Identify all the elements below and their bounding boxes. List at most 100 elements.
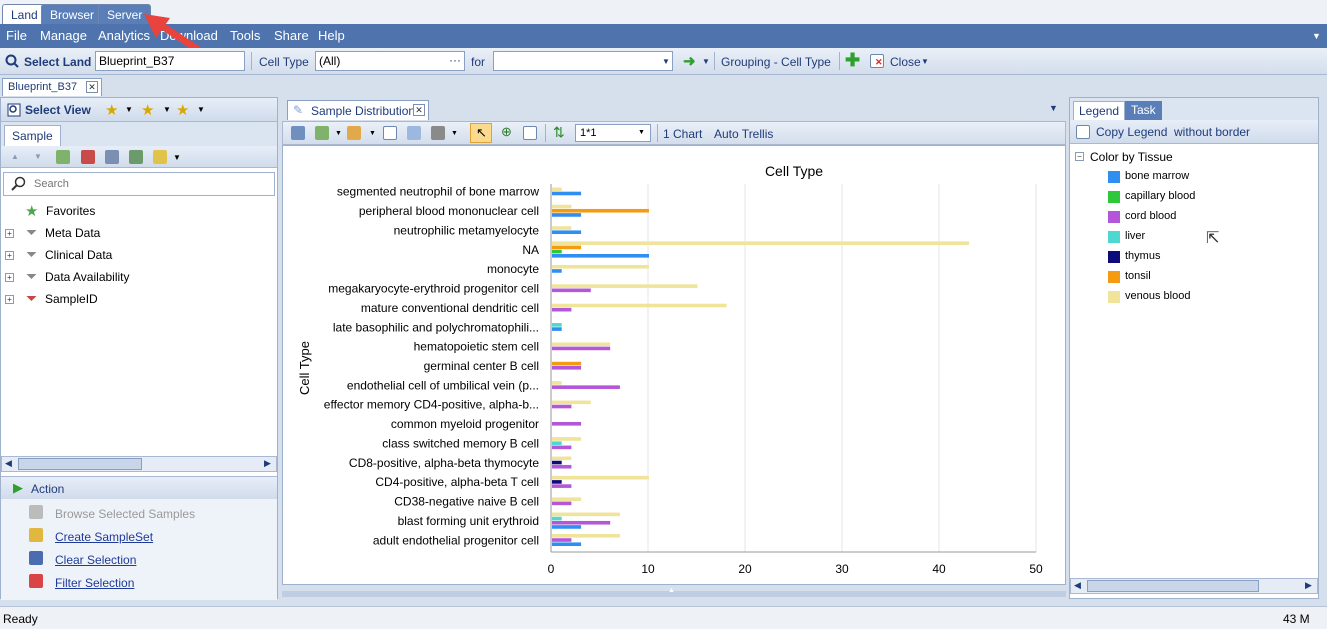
move-down-icon[interactable]: ▼ — [34, 152, 42, 161]
expand-icon[interactable]: + — [5, 251, 14, 260]
go-arrow-icon[interactable]: ➜ — [683, 53, 696, 70]
delete-icon[interactable] — [81, 150, 95, 164]
celltype-input[interactable] — [315, 51, 465, 71]
scroll-thumb[interactable] — [18, 458, 142, 470]
sample-distribution-tab[interactable]: ✎ Sample Distribution — [287, 100, 429, 120]
for-input[interactable] — [493, 51, 673, 71]
menu-manage[interactable]: Manage — [40, 28, 87, 43]
chart-image-icon[interactable] — [347, 126, 361, 140]
right-horizontal-scrollbar[interactable]: ◀ ▶ — [1070, 578, 1318, 594]
bar-chart[interactable]: Cell Type Cell Type 0 10 20 30 40 50 segmented n… — [283, 146, 1065, 584]
paste-icon[interactable] — [407, 126, 421, 140]
image-chevron-icon[interactable]: ▼ — [369, 130, 376, 137]
go-dropdown-chevron-icon[interactable]: ▼ — [702, 57, 710, 66]
top-tab-browser[interactable]: Browser — [41, 4, 104, 24]
clear-selection-link[interactable]: Clear Selection — [55, 553, 137, 567]
search-box — [3, 172, 275, 196]
legend-tab[interactable]: Legend — [1073, 101, 1126, 120]
pointer-tool-icon[interactable] — [470, 123, 492, 143]
legend-swatch — [1108, 191, 1120, 203]
expand-icon[interactable]: + — [5, 273, 14, 282]
trellis-chevron-icon[interactable]: ▼ — [638, 129, 645, 136]
menubar-chevron-down-icon[interactable]: ▼ — [1312, 31, 1321, 41]
copy-legend-button[interactable]: Copy Legend — [1096, 125, 1168, 139]
list-icon[interactable] — [105, 150, 119, 164]
create-sampleset-link[interactable]: Create SampleSet — [55, 530, 154, 544]
bar — [552, 422, 582, 426]
celltype-label: Cell Type — [259, 55, 309, 69]
for-dropdown-chevron-icon[interactable]: ▼ — [662, 57, 670, 66]
add-plus-icon[interactable]: ✚ — [845, 50, 861, 70]
add-favorite-star-icon[interactable]: ★ — [105, 102, 119, 119]
settings-icon[interactable] — [153, 150, 167, 164]
export-chevron-icon[interactable]: ▼ — [335, 130, 342, 137]
bar — [552, 288, 591, 293]
bar — [552, 381, 562, 385]
filter-selection-link[interactable]: Filter Selection — [55, 576, 135, 590]
favorite-star-icon[interactable]: ★ — [176, 102, 190, 119]
collapse-icon[interactable]: − — [1075, 152, 1084, 161]
expand-icon[interactable]: + — [5, 229, 14, 238]
print-chevron-icon[interactable]: ▼ — [451, 130, 458, 137]
close-dropdown-chevron-icon[interactable]: ▼ — [921, 57, 929, 66]
legend-label: tonsil — [1125, 270, 1151, 282]
without-border-toggle[interactable]: without border — [1174, 125, 1251, 139]
select-view-label[interactable]: Select View — [25, 103, 91, 117]
land-input[interactable] — [95, 51, 245, 71]
menu-tools[interactable]: Tools — [230, 28, 261, 43]
auto-trellis-button[interactable]: Auto Trellis — [714, 127, 774, 141]
swap-axes-icon[interactable]: ⇅ — [553, 124, 565, 140]
browse-selected-samples-link[interactable]: Browse Selected Samples — [55, 507, 196, 521]
close-x-icon: ✕ — [875, 57, 883, 67]
favorite-chevron-icon[interactable]: ▼ — [197, 105, 205, 114]
center-splitter[interactable]: ▲ — [282, 587, 1066, 597]
legend-swatch — [1108, 211, 1120, 223]
scroll-right-icon[interactable]: ▶ — [264, 458, 271, 468]
close-button[interactable]: Close — [890, 55, 921, 69]
chart-type-icon[interactable] — [291, 126, 305, 140]
one-chart-button[interactable]: 1 Chart — [663, 127, 703, 141]
view-magnifier-icon — [7, 103, 21, 117]
tools-chevron-icon[interactable]: ▼ — [173, 153, 181, 162]
copy-icon[interactable] — [383, 126, 397, 140]
chart-export-icon[interactable] — [315, 126, 329, 140]
bar — [552, 245, 582, 250]
refresh-icon[interactable] — [56, 150, 70, 164]
action-header[interactable]: ▶ Action — [1, 477, 277, 499]
top-tab-server[interactable]: Server — [98, 4, 152, 24]
scroll-left-icon[interactable]: ◀ — [5, 458, 12, 468]
x-tick-label: 10 — [641, 562, 655, 576]
filter-funnel-icon: ⏷ — [26, 224, 38, 240]
export-icon[interactable] — [129, 150, 143, 164]
celltype-ellipsis-button[interactable]: ··· — [449, 53, 461, 67]
expand-icon[interactable]: + — [5, 295, 14, 304]
close-doc-icon[interactable] — [870, 54, 884, 68]
trellis-size-select[interactable] — [575, 124, 651, 142]
top-tab-land[interactable]: Land — [2, 4, 47, 24]
remove-favorite-star-icon[interactable]: ★ — [141, 102, 155, 119]
doc-tab-label: Blueprint_B37 — [8, 81, 78, 93]
center-tabs-chevron-icon[interactable]: ▼ — [1049, 103, 1058, 113]
menu-share[interactable]: Share — [274, 28, 309, 43]
doc-tab-close-icon[interactable]: ✕ — [86, 81, 98, 93]
doc-tab-blueprint[interactable]: Blueprint_B37 — [2, 78, 102, 96]
menu-help[interactable]: Help — [318, 28, 345, 43]
search-input[interactable] — [34, 176, 270, 192]
print-icon[interactable] — [431, 126, 445, 140]
scroll-right-icon[interactable]: ▶ — [1305, 580, 1312, 590]
scroll-left-icon[interactable]: ◀ — [1074, 580, 1081, 590]
sample-distribution-close-icon[interactable]: ✕ — [413, 104, 425, 116]
sample-tab[interactable]: Sample — [4, 125, 61, 146]
scroll-thumb[interactable] — [1087, 580, 1259, 592]
left-horizontal-scrollbar[interactable]: ◀ ▶ — [1, 456, 277, 472]
fit-view-icon[interactable] — [523, 126, 537, 140]
menu-file[interactable]: File — [6, 28, 27, 43]
grouping-button[interactable]: Grouping - Cell Type — [721, 55, 831, 69]
move-up-icon[interactable]: ▲ — [11, 152, 19, 161]
remove-favorite-chevron-icon[interactable]: ▼ — [163, 105, 171, 114]
menu-analytics[interactable]: Analytics — [98, 28, 151, 43]
bar — [552, 512, 620, 517]
zoom-icon[interactable]: ⊕ — [501, 124, 512, 139]
task-tab[interactable]: Task — [1125, 101, 1162, 120]
add-favorite-chevron-icon[interactable]: ▼ — [125, 105, 133, 114]
